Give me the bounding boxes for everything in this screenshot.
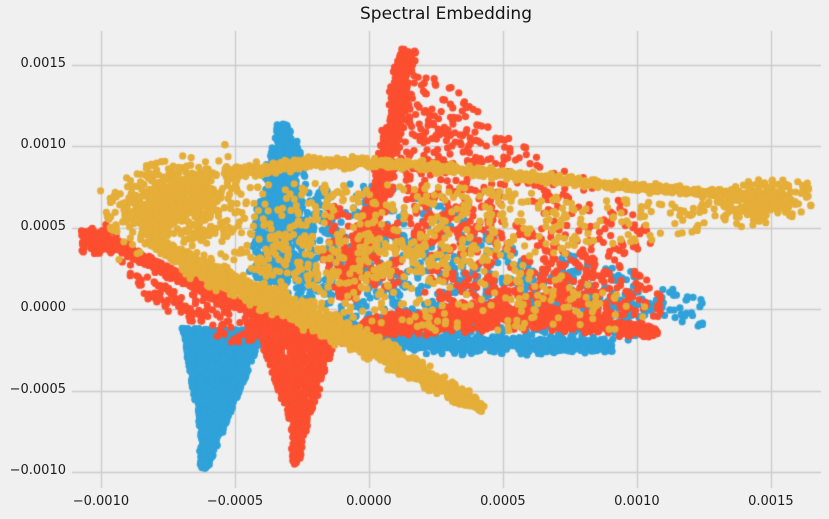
y-tick-label: 0.0000: [20, 300, 67, 316]
y-tick-label: 0.0015: [20, 55, 67, 71]
chart-title: Spectral Embedding: [359, 4, 533, 24]
y-tick-label: −0.0005: [9, 381, 66, 397]
x-tick-label: −0.0010: [72, 494, 130, 509]
x-tick-label: 0.0005: [480, 494, 526, 509]
x-tick-label: 0.0010: [614, 494, 660, 509]
y-tick-label: −0.0010: [9, 463, 66, 479]
x-tick-label: 0.0000: [346, 494, 392, 509]
x-tick-label: 0.0015: [748, 494, 794, 509]
y-tick-label: 0.0005: [20, 218, 67, 234]
y-tick-label: 0.0010: [20, 137, 67, 153]
x-tick-label: −0.0005: [206, 494, 264, 509]
